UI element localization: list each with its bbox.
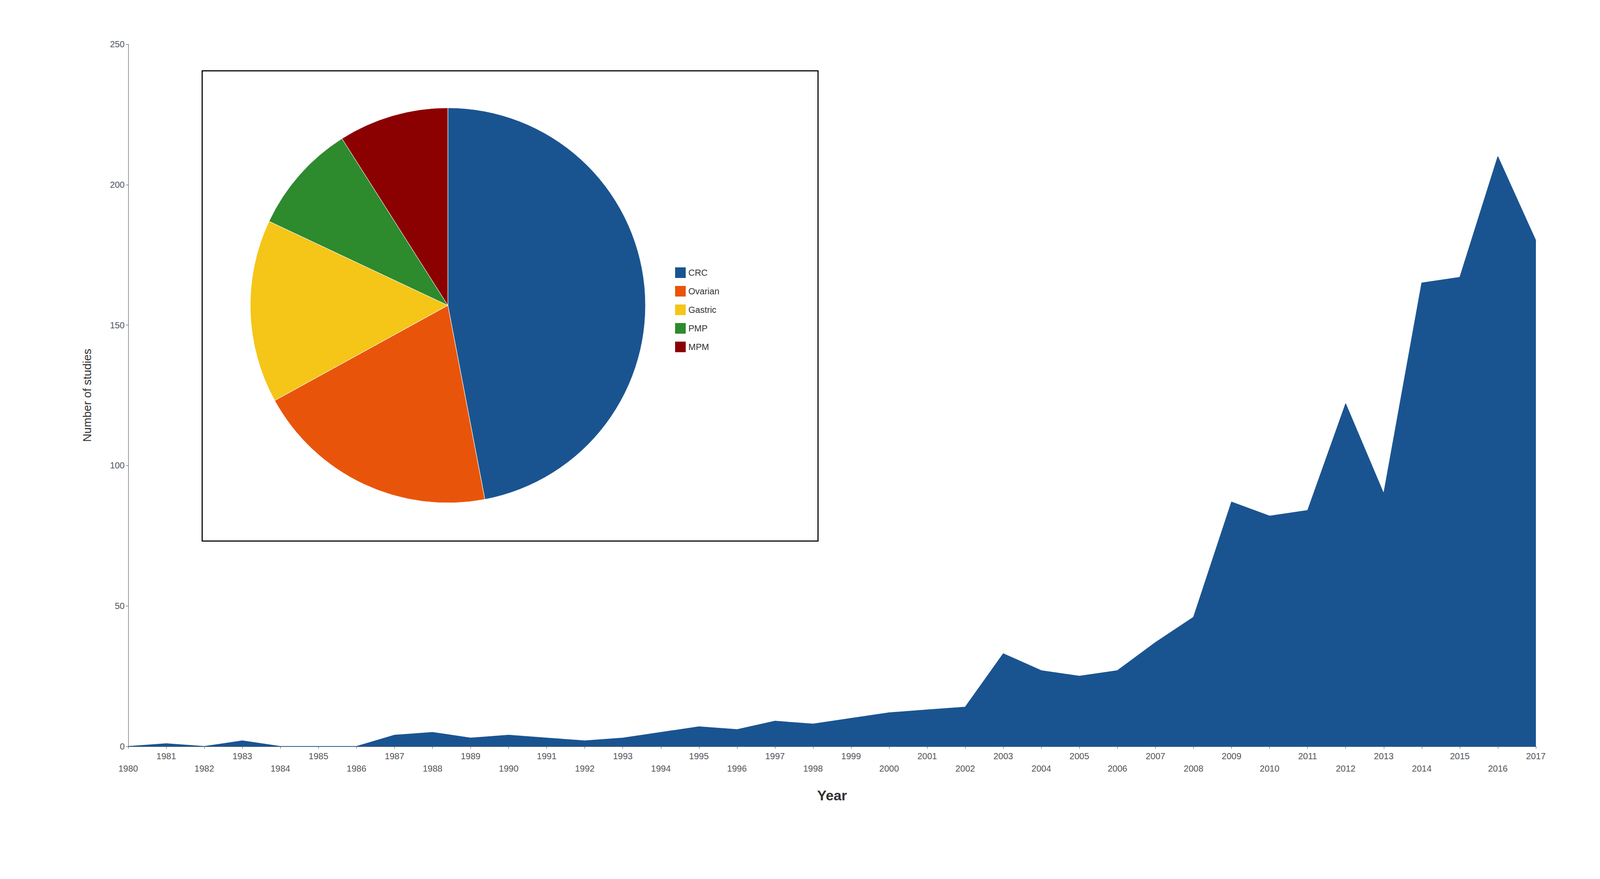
svg-text:250: 250 [110,39,125,50]
svg-text:MPM: MPM [688,342,710,352]
svg-text:1980: 1980 [118,763,139,774]
svg-text:1998: 1998 [803,763,824,774]
svg-text:Year: Year [817,787,848,804]
svg-text:1985: 1985 [308,751,329,762]
svg-text:1994: 1994 [651,763,672,774]
svg-text:2004: 2004 [1031,763,1052,774]
svg-text:2015: 2015 [1450,751,1471,762]
svg-text:2010: 2010 [1259,763,1280,774]
svg-text:1990: 1990 [498,763,519,774]
svg-text:Number of studies: Number of studies [80,348,94,443]
svg-text:2000: 2000 [879,763,900,774]
svg-text:2001: 2001 [917,751,938,762]
svg-text:2011: 2011 [1298,751,1318,762]
svg-text:Gastric: Gastric [688,305,717,315]
svg-text:1995: 1995 [689,751,710,762]
svg-text:1999: 1999 [841,751,862,762]
svg-text:200: 200 [110,179,125,190]
svg-text:2012: 2012 [1335,763,1356,774]
svg-text:2005: 2005 [1069,751,1090,762]
svg-text:1984: 1984 [270,763,291,774]
svg-text:50: 50 [114,601,125,611]
svg-text:2014: 2014 [1412,763,1432,774]
svg-text:2008: 2008 [1183,763,1204,774]
svg-text:CRC: CRC [688,267,708,278]
svg-text:2006: 2006 [1107,763,1128,774]
svg-text:1997: 1997 [765,751,786,762]
svg-text:1982: 1982 [194,763,215,774]
svg-text:1993: 1993 [612,751,633,762]
svg-text:2007: 2007 [1145,751,1166,762]
svg-text:2003: 2003 [993,751,1014,762]
svg-text:1989: 1989 [460,751,481,762]
svg-text:PMP: PMP [688,323,708,334]
svg-text:0: 0 [119,741,125,752]
svg-text:1996: 1996 [727,763,748,774]
svg-text:1991: 1991 [536,751,557,762]
svg-text:1981: 1981 [156,751,177,762]
svg-text:1983: 1983 [232,751,253,762]
svg-text:1988: 1988 [422,763,443,774]
svg-text:2009: 2009 [1221,751,1242,762]
svg-text:1992: 1992 [574,763,595,774]
svg-text:2002: 2002 [955,763,976,774]
svg-text:1987: 1987 [384,751,405,762]
svg-text:2017: 2017 [1526,751,1547,762]
svg-text:2013: 2013 [1374,751,1394,762]
svg-text:1986: 1986 [346,763,367,774]
svg-text:Ovarian: Ovarian [688,286,720,297]
svg-text:100: 100 [110,460,125,471]
svg-text:150: 150 [110,320,125,331]
svg-text:2016: 2016 [1488,763,1509,774]
